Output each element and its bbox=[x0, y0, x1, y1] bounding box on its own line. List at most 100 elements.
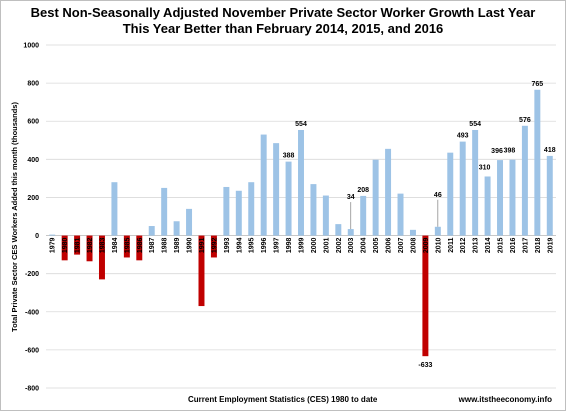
x-tick-label: 2004 bbox=[361, 237, 368, 253]
bar-2011 bbox=[447, 152, 454, 236]
x-tick-label: 1984 bbox=[112, 237, 119, 253]
x-tick-label: 2005 bbox=[373, 237, 380, 253]
bar-2001 bbox=[322, 195, 329, 236]
bar-1984 bbox=[111, 182, 118, 236]
data-label: 208 bbox=[357, 187, 369, 194]
bar-2013 bbox=[472, 129, 479, 236]
data-label: 576 bbox=[519, 117, 531, 124]
x-tick-label: 2014 bbox=[485, 237, 492, 253]
data-label: 554 bbox=[469, 121, 481, 128]
x-tick-label: 1998 bbox=[286, 237, 293, 253]
x-tick-label: 1988 bbox=[162, 237, 169, 253]
data-label: 396 bbox=[491, 148, 503, 155]
x-tick-label: 2010 bbox=[435, 237, 442, 253]
y-tick-label: 1000 bbox=[23, 43, 39, 50]
bar-2002 bbox=[335, 224, 342, 236]
x-tick-label: 2001 bbox=[323, 237, 330, 253]
x-tick-label: 1989 bbox=[174, 237, 181, 253]
x-tick-label: 1992 bbox=[211, 237, 218, 253]
bar-1979 bbox=[49, 234, 56, 236]
data-label: 765 bbox=[531, 81, 543, 88]
bar-1999 bbox=[298, 129, 304, 236]
x-tick-label: 2018 bbox=[535, 237, 542, 253]
x-tick-label: 1994 bbox=[236, 237, 243, 253]
x-tick-label: 1979 bbox=[50, 237, 57, 253]
x-tick-label: 2000 bbox=[311, 237, 318, 253]
x-tick-label: 2008 bbox=[410, 237, 417, 253]
y-axis-label: Total Private Sector CES Workers Added t… bbox=[10, 102, 19, 332]
y-axis-ticks: -800 -600 -400 -200 0 200 400 600 800 1000 bbox=[23, 43, 39, 393]
x-tick-label: 2011 bbox=[448, 237, 455, 252]
y-tick-label: 0 bbox=[35, 233, 39, 240]
x-tick-label: 2007 bbox=[398, 237, 405, 253]
x-tick-label: 2006 bbox=[386, 237, 393, 253]
bar-2009 bbox=[422, 235, 429, 357]
bar-2004 bbox=[360, 195, 367, 236]
y-tick-label: -800 bbox=[25, 386, 39, 393]
bar-1987 bbox=[148, 226, 155, 236]
x-axis-ticks: 1979 1980 1981 1982 1983 1984 1985 1986 1987 1988… bbox=[50, 237, 555, 253]
x-tick-label: 1982 bbox=[87, 237, 94, 253]
chart-title-line2: This Year Better than February 2014, 201… bbox=[123, 21, 444, 36]
y-tick-label: 200 bbox=[27, 195, 39, 202]
bar-1981 bbox=[74, 235, 81, 255]
x-tick-label: 2019 bbox=[547, 237, 554, 253]
data-label: 418 bbox=[544, 147, 556, 154]
bar-2018 bbox=[534, 89, 541, 236]
bars bbox=[49, 89, 553, 357]
x-tick-label: 1986 bbox=[137, 237, 144, 253]
bar-1997 bbox=[273, 143, 280, 236]
data-label: 554 bbox=[295, 121, 307, 128]
data-label: 388 bbox=[283, 153, 295, 160]
data-label: 46 bbox=[434, 192, 442, 199]
x-tick-label: 1990 bbox=[187, 237, 194, 253]
data-label: 310 bbox=[479, 164, 491, 171]
x-tick-label: 1991 bbox=[199, 237, 206, 253]
y-tick-label: -400 bbox=[25, 309, 39, 316]
y-tick-label: -600 bbox=[25, 347, 39, 354]
bar-1994 bbox=[235, 190, 242, 236]
x-tick-label: 2012 bbox=[460, 237, 467, 253]
x-tick-label: 2002 bbox=[336, 237, 343, 253]
bar-1980 bbox=[61, 235, 68, 261]
x-tick-label: 2003 bbox=[348, 237, 355, 253]
data-label: -633 bbox=[418, 362, 432, 369]
data-label: 34 bbox=[347, 194, 355, 201]
x-tick-label: 1996 bbox=[261, 237, 268, 253]
bar-2015 bbox=[497, 160, 504, 236]
bar-2016 bbox=[509, 159, 516, 236]
bar-1992 bbox=[210, 235, 217, 258]
x-axis-label: Current Employment Statistics (CES) 1980… bbox=[188, 395, 378, 404]
bar-2006 bbox=[385, 148, 392, 236]
bar-1989 bbox=[173, 221, 180, 236]
bar-1996 bbox=[260, 134, 267, 236]
bar-1982 bbox=[86, 235, 93, 262]
chart-title-line1: Best Non-Seasonally Adjusted November Pr… bbox=[31, 5, 536, 20]
bar-2003 bbox=[347, 229, 354, 236]
bar-1998 bbox=[285, 161, 292, 236]
bar-1990 bbox=[186, 208, 193, 236]
x-tick-label: 2009 bbox=[423, 237, 430, 253]
source-url: www.itstheeconomy.info bbox=[458, 395, 552, 404]
y-tick-label: 800 bbox=[27, 81, 39, 88]
bar-1991 bbox=[198, 235, 205, 307]
bar-2005 bbox=[372, 159, 379, 236]
x-tick-label: 1985 bbox=[124, 237, 131, 253]
gridlines bbox=[46, 44, 556, 389]
x-tick-label: 1983 bbox=[99, 237, 106, 253]
bar-1995 bbox=[248, 182, 255, 236]
bar-2007 bbox=[397, 193, 404, 236]
y-tick-label: 400 bbox=[27, 157, 39, 164]
x-tick-label: 1999 bbox=[299, 237, 306, 253]
x-tick-label: 1980 bbox=[62, 237, 69, 253]
x-tick-label: 2017 bbox=[522, 237, 529, 253]
x-tick-label: 1997 bbox=[274, 237, 281, 253]
bar-2010 bbox=[434, 226, 441, 236]
y-tick-label: -200 bbox=[25, 271, 39, 278]
bar-1986 bbox=[136, 235, 143, 261]
data-label: 493 bbox=[457, 133, 469, 140]
bar-2014 bbox=[484, 176, 491, 236]
